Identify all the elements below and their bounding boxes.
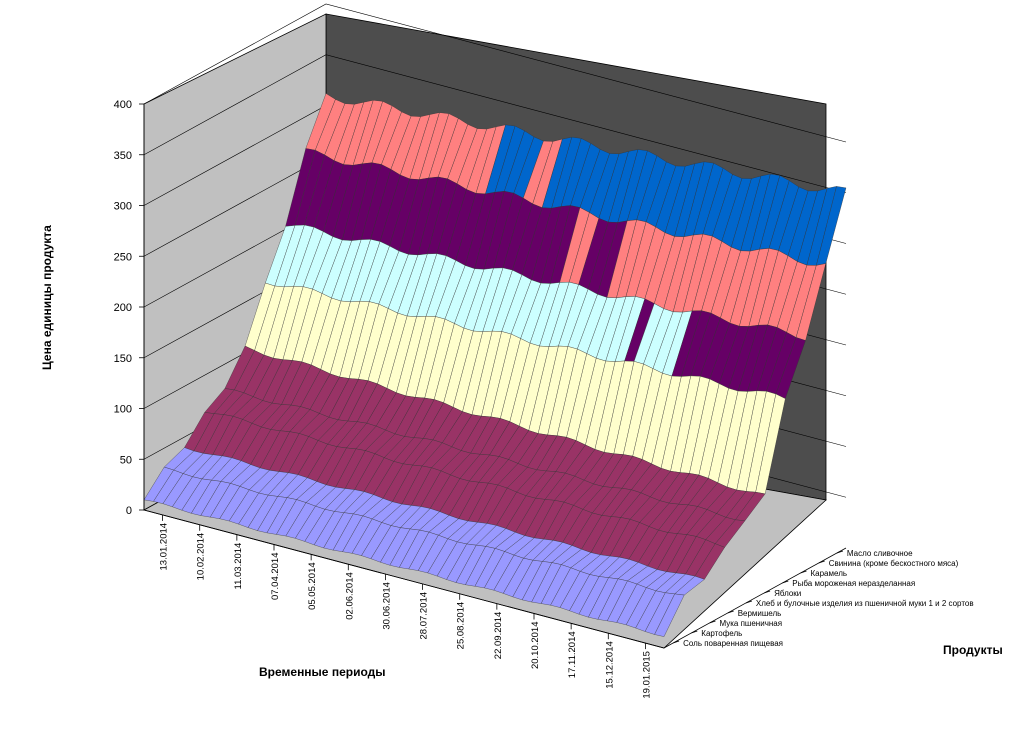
axes: 0 50 100 150 200 250 300 350 400 13.01.2014 10.02.… — [114, 99, 974, 699]
time-tick-label: 15.12.2014 — [604, 641, 615, 689]
product-tick-label: Масло сливочное — [847, 549, 913, 558]
time-tick-label: 20.10.2014 — [530, 622, 541, 670]
product-tick — [800, 570, 807, 574]
product-tick — [745, 600, 753, 604]
gridline — [143, 3, 847, 143]
product-tick-label: Яблоки — [774, 589, 801, 598]
product-tick-label: Вермишель — [738, 609, 782, 618]
z-tick-label: 50 — [120, 454, 132, 466]
product-tick-label: Рыба мороженая неразделанная — [792, 579, 915, 588]
time-tick-label: 07.04.2014 — [270, 553, 281, 601]
product-tick-label: Хлеб и булочные изделия из пшеничной мук… — [756, 599, 974, 608]
z-tick-label: 200 — [114, 302, 132, 314]
product-tick — [763, 590, 771, 594]
z-tick-label: 150 — [114, 353, 132, 365]
z-tick-label: 400 — [114, 99, 132, 111]
time-tick-label: 25.08.2014 — [456, 602, 467, 650]
product-axis-line — [663, 547, 847, 649]
z-tick-label: 300 — [114, 201, 132, 213]
surface-mesh — [143, 93, 847, 637]
product-tick-label: Мука пшеничная — [720, 619, 783, 628]
product-tick-label: Свинина (кроме бескостного мяса) — [829, 559, 959, 568]
product-tick — [691, 630, 698, 634]
z-tick-label: 350 — [114, 150, 132, 162]
time-tick-label: 30.06.2014 — [381, 582, 392, 630]
product-tick — [709, 620, 716, 624]
time-tick-label: 05.05.2014 — [307, 562, 318, 610]
time-axis-line — [143, 509, 665, 649]
x-axis-title: Временные периоды — [259, 665, 385, 679]
product-tick — [836, 550, 844, 554]
product-tick — [672, 640, 680, 644]
product-tick-label: Карамель — [811, 569, 848, 578]
time-tick-label: 13.01.2014 — [159, 523, 170, 571]
z-tick-label: 250 — [114, 251, 132, 263]
product-tick-label: Картофель — [701, 629, 742, 638]
z-tick-label: 100 — [114, 404, 132, 416]
time-tick-label: 10.02.2014 — [196, 533, 207, 581]
products-axis-title: Продукты — [943, 643, 1003, 657]
y-axis-title: Цена единицы продукта — [40, 225, 54, 370]
time-tick-label: 11.03.2014 — [233, 543, 244, 590]
product-tick — [782, 580, 789, 584]
time-tick-label: 22.09.2014 — [493, 612, 504, 660]
surface-cell — [654, 593, 685, 637]
gridline — [143, 54, 847, 194]
time-tick-label: 17.11.2014 — [567, 631, 578, 678]
product-tick-label: Соль поваренная пищевая — [683, 639, 783, 648]
time-tick-label: 28.07.2014 — [419, 592, 430, 640]
product-tick — [727, 610, 734, 614]
z-tick-label: 0 — [126, 505, 132, 517]
time-tick-label: 02.06.2014 — [344, 572, 355, 620]
product-tick — [818, 560, 825, 564]
time-tick-label: 19.01.2015 — [641, 651, 652, 699]
